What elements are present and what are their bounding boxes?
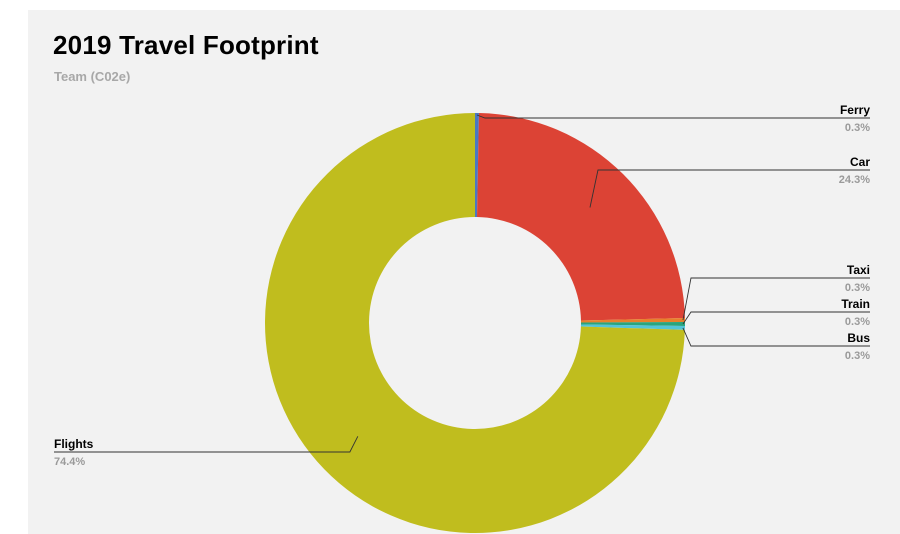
slice-flights <box>265 113 685 533</box>
slice-percent-flights: 74.4% <box>54 456 85 468</box>
slice-percent-car: 24.3% <box>839 174 870 186</box>
leader-line-flights <box>54 436 359 453</box>
slice-label-ferry: Ferry <box>840 103 870 117</box>
donut-slices <box>265 113 686 533</box>
chart-title: 2019 Travel Footprint <box>53 30 319 60</box>
donut-chart: Ferry 0.3% Car 24.3% Taxi 0.3% Train 0.3% Bus 0.3… <box>54 103 870 533</box>
slice-percent-train: 0.3% <box>845 316 870 328</box>
slice-train <box>580 322 686 326</box>
slice-label-bus: Bus <box>847 331 870 345</box>
leader-line-car <box>589 169 870 208</box>
slice-label-car: Car <box>850 155 870 169</box>
slice-percent-taxi: 0.3% <box>845 282 870 294</box>
chart-subtitle: Team (C02e) <box>54 69 131 84</box>
slice-label-taxi: Taxi <box>847 263 870 277</box>
slice-car <box>476 113 685 321</box>
slice-percent-ferry: 0.3% <box>845 122 870 134</box>
chart-panel: 2019 Travel Footprint Team (C02e) Ferry 0… <box>28 10 900 534</box>
leader-line-taxi <box>682 277 870 321</box>
slice-label-train: Train <box>841 297 870 311</box>
leader-line-ferry <box>476 114 870 119</box>
slice-percent-bus: 0.3% <box>845 350 870 362</box>
slice-label-flights: Flights <box>54 437 94 451</box>
leader-line-train <box>682 311 870 325</box>
slice-labels: Ferry 0.3% Car 24.3% Taxi 0.3% Train 0.3% Bus 0.3… <box>54 103 870 468</box>
slice-taxi <box>580 318 685 323</box>
slice-bus <box>580 324 685 330</box>
leader-line-bus <box>682 327 870 347</box>
slice-ferry <box>475 113 479 218</box>
